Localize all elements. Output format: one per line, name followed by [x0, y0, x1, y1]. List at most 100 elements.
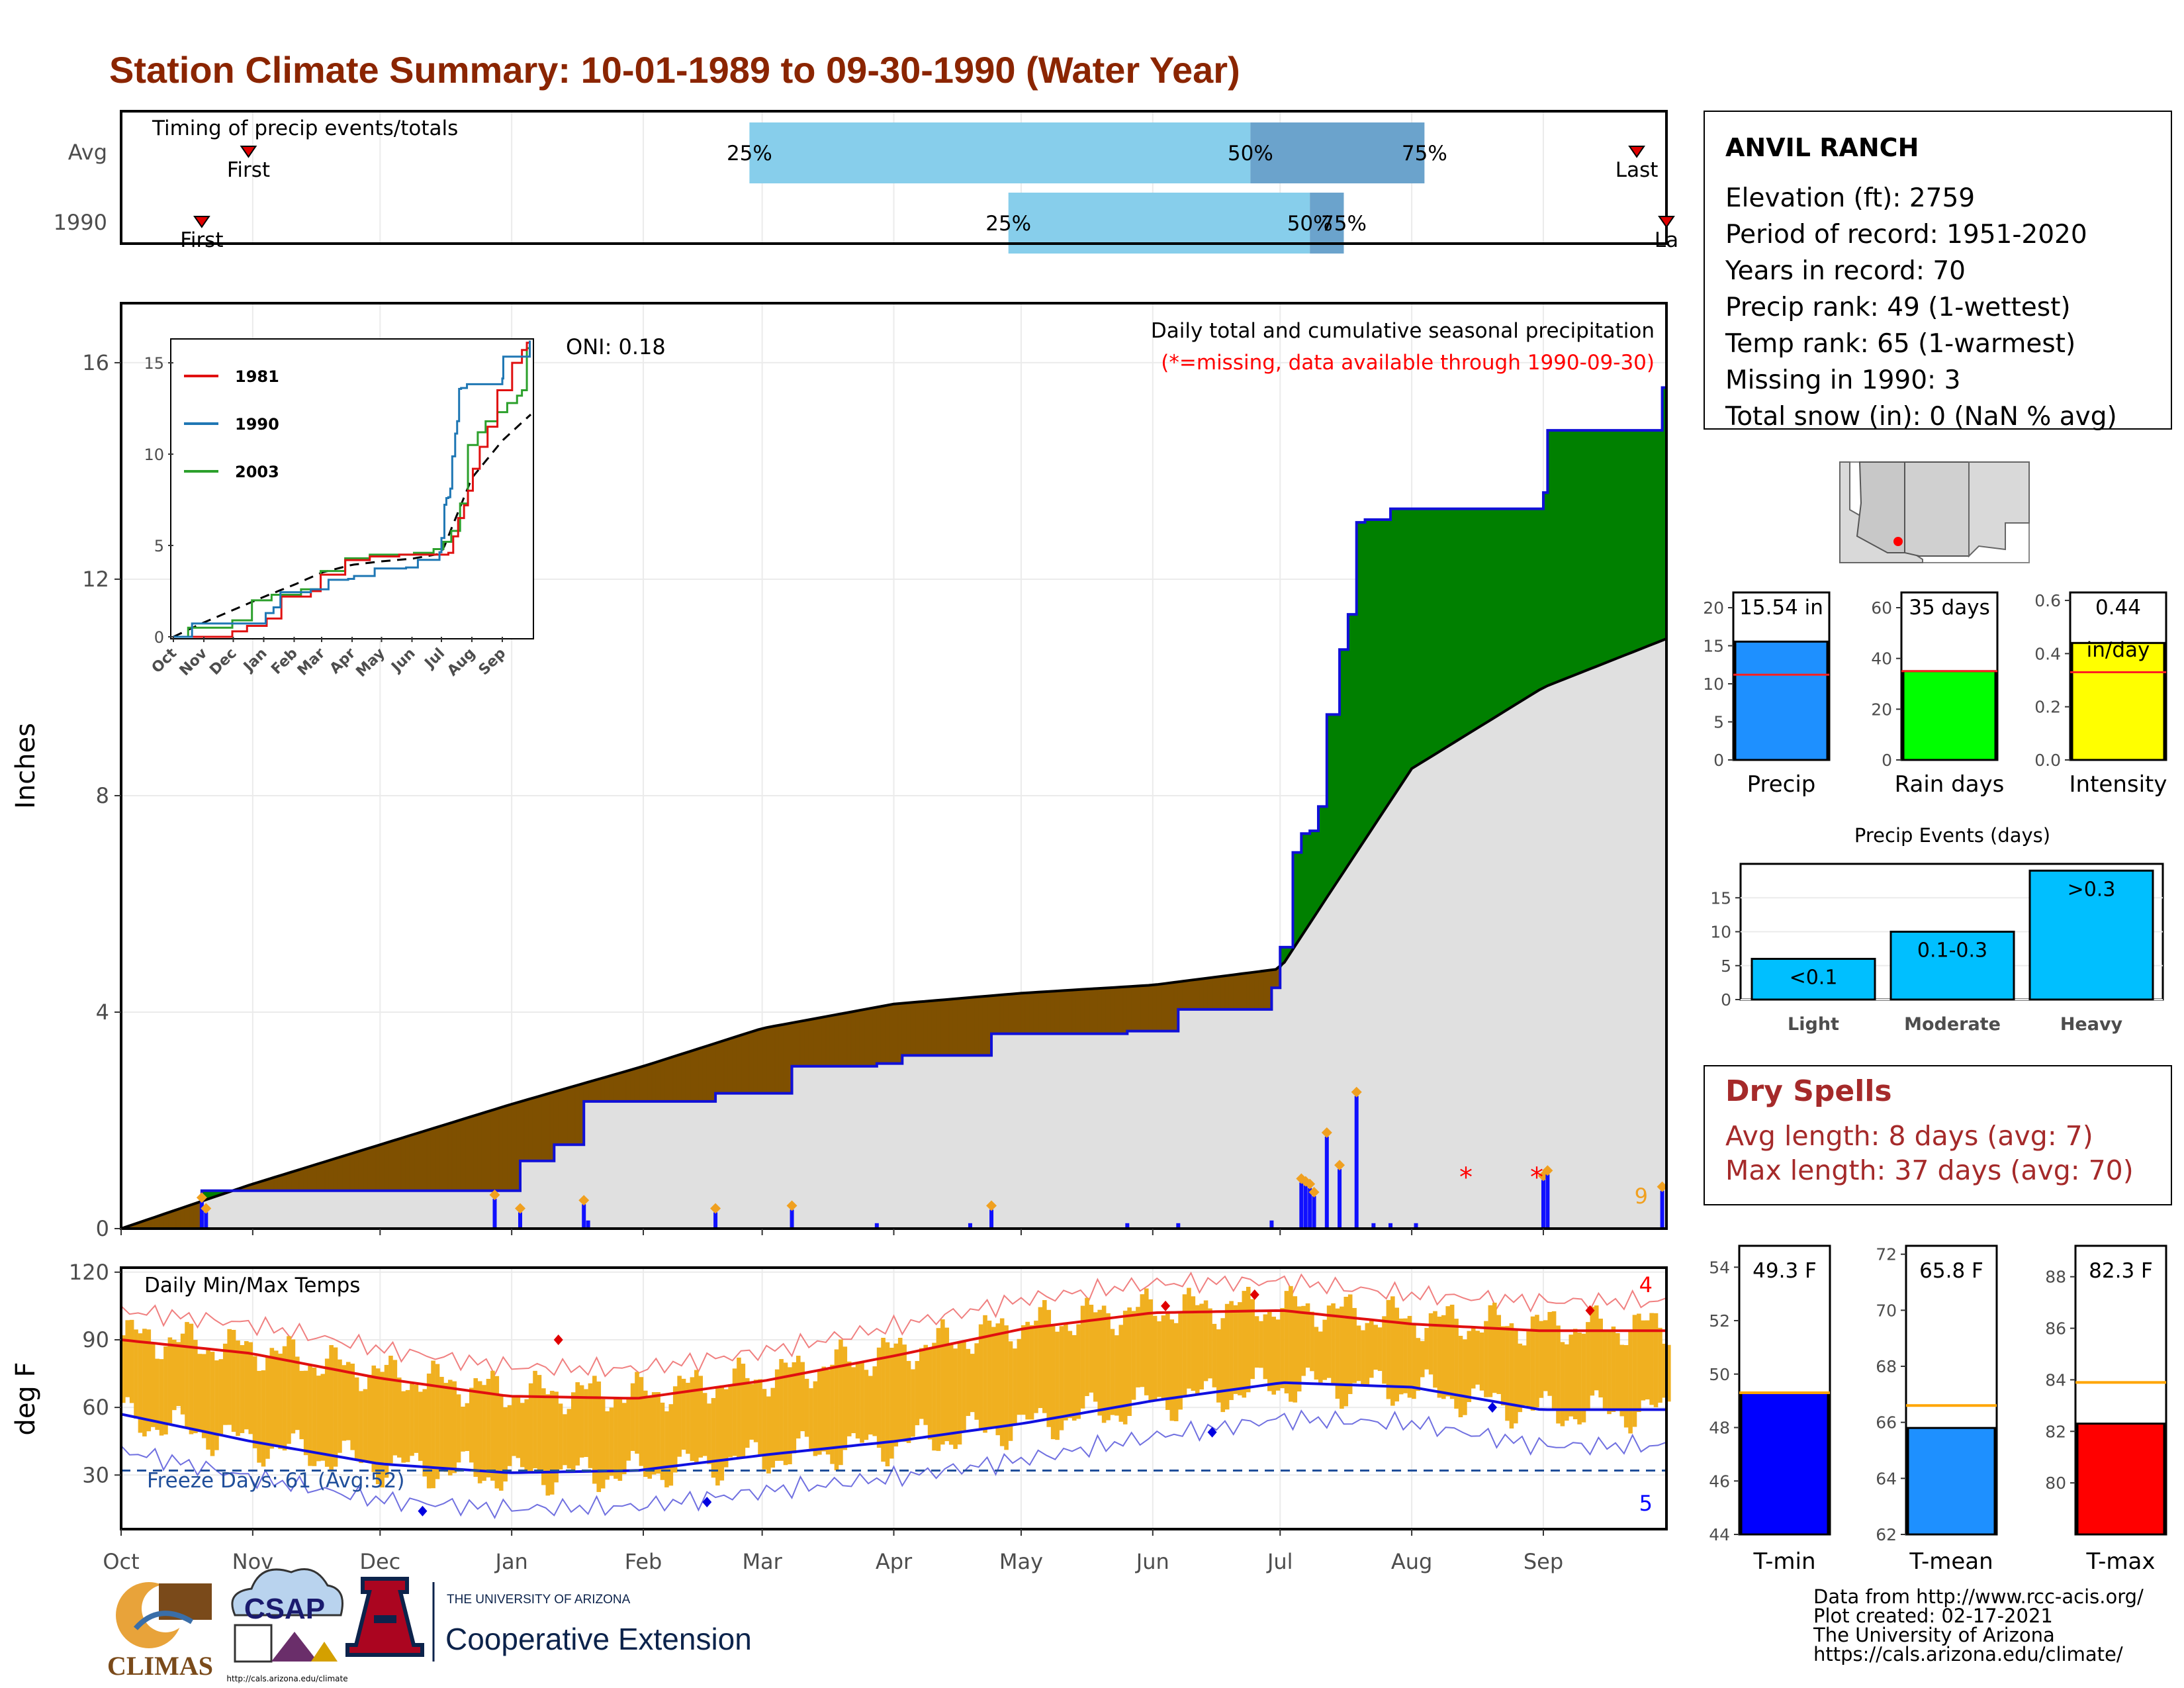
deficit-fill: [813, 1017, 818, 1067]
daily-temp-bar: [1569, 1335, 1574, 1417]
daily-temp-bar: [1463, 1339, 1467, 1415]
timing-marker-label: First: [227, 158, 270, 182]
daily-temp-bar: [584, 1389, 588, 1458]
deficit-fill: [940, 999, 945, 1056]
deficit-fill: [664, 1057, 669, 1102]
deficit-fill: [796, 1021, 801, 1067]
deficit-fill: [414, 1132, 419, 1192]
daily-temp-bar: [737, 1357, 741, 1459]
daily-temp-bar: [1619, 1344, 1625, 1417]
daily-temp-bar: [1586, 1322, 1590, 1411]
deficit-fill: [545, 1092, 551, 1162]
daily-temp-bar: [193, 1340, 198, 1434]
daily-temp-bar: [341, 1365, 347, 1441]
daily-temp-bar: [1488, 1305, 1493, 1397]
daily-temp-bar: [588, 1383, 593, 1468]
deficit-fill: [175, 1207, 181, 1229]
deficit-fill: [600, 1076, 606, 1102]
daily-temp-bar: [864, 1370, 869, 1440]
daily-temp-bar: [953, 1348, 958, 1449]
daily-temp-bar: [919, 1348, 924, 1419]
tbar-label: T-mean: [1909, 1548, 1993, 1575]
surplus-fill: [1407, 508, 1412, 776]
deficit-fill: [974, 996, 979, 1056]
daily-precip-bar: [1338, 1169, 1342, 1229]
daily-temp-bar: [138, 1333, 143, 1433]
inset-ytick-label: 0: [154, 628, 164, 647]
surplus-fill: [1314, 830, 1319, 918]
deficit-fill: [312, 1164, 317, 1192]
deficit-fill: [880, 1005, 886, 1064]
daily-precip-bar: [1269, 1220, 1274, 1229]
daily-temp-bar: [821, 1366, 827, 1452]
daily-temp-bar: [940, 1319, 945, 1445]
daily-precip-bar: [199, 1201, 204, 1229]
daily-precip-bar: [492, 1199, 497, 1229]
daily-temp-bar: [1122, 1311, 1128, 1425]
surplus-fill: [1394, 508, 1400, 796]
deficit-fill: [634, 1066, 640, 1102]
deficit-fill: [1246, 972, 1251, 1010]
station-frame: [1704, 111, 2172, 430]
daily-temp-bar: [1055, 1331, 1060, 1440]
deficit-fill: [936, 1000, 941, 1056]
deficit-fill: [1105, 987, 1111, 1035]
record-high-marker: [1250, 1289, 1259, 1300]
daily-temp-bar: [732, 1368, 737, 1456]
daily-temp-bar: [426, 1374, 432, 1489]
deficit-fill: [1021, 992, 1026, 1035]
tbar-bar: [1740, 1391, 1829, 1536]
surplus-fill: [1627, 430, 1633, 655]
deficit-fill: [1110, 987, 1115, 1035]
deficit-fill: [541, 1094, 546, 1162]
daily-temp-bar: [1611, 1326, 1616, 1412]
daily-temp-bar: [350, 1363, 355, 1450]
deficit-fill: [770, 1025, 776, 1094]
daily-temp-bar: [252, 1356, 257, 1448]
daily-temp-bar: [635, 1372, 639, 1454]
daily-temp-bar: [384, 1364, 389, 1478]
temp-ytick-label: 60: [82, 1395, 109, 1420]
surplus-fill: [1445, 508, 1451, 749]
deficit-fill: [804, 1019, 809, 1067]
deficit-fill: [1093, 988, 1098, 1035]
month-label: Jan: [494, 1549, 528, 1574]
deficit-fill: [324, 1160, 330, 1192]
inset-xtick-label: Feb: [268, 645, 300, 678]
surplus-fill: [1623, 430, 1629, 656]
daily-temp-bar: [380, 1372, 385, 1488]
record-high-marker: [553, 1334, 563, 1345]
surplus-fill: [1467, 508, 1472, 735]
daily-temp-bar: [129, 1319, 134, 1403]
deficit-fill: [349, 1152, 355, 1192]
daily-temp-bar: [447, 1380, 453, 1476]
deficit-fill: [766, 1026, 771, 1094]
temp-panel: 30 60 90 120 deg F Daily Min/Max Temps Free…: [11, 1229, 1671, 1574]
summary-bar: [2071, 641, 2165, 761]
daily-temp-bar: [1335, 1308, 1340, 1399]
daily-temp-bar: [1518, 1343, 1523, 1413]
precip-ytick-label: 16: [82, 350, 109, 375]
deficit-fill: [460, 1118, 466, 1192]
deficit-fill: [927, 1000, 933, 1056]
deficit-fill: [1063, 990, 1068, 1035]
inset-xtick-label: Oct: [149, 645, 181, 677]
daily-temp-bar: [1089, 1304, 1094, 1393]
daily-temp-bar: [231, 1329, 236, 1432]
surplus-fill: [1390, 508, 1395, 802]
daily-temp-bar: [159, 1359, 164, 1436]
daily-temp-bar: [702, 1393, 707, 1456]
daily-temp-bar: [1522, 1345, 1527, 1406]
daily-temp-bar: [1157, 1321, 1161, 1397]
daily-temp-bar: [923, 1344, 929, 1425]
heavy-day-marker: [1351, 1086, 1362, 1098]
deficit-fill: [1242, 972, 1247, 1010]
deficit-fill: [1156, 983, 1162, 1032]
inset-xtick-label: May: [353, 645, 388, 680]
daily-temp-bar: [1641, 1320, 1646, 1401]
daily-temp-bar: [1293, 1296, 1298, 1403]
surplus-fill: [1513, 508, 1518, 706]
daily-temp-bar: [1551, 1311, 1557, 1411]
deficit-fill: [303, 1166, 308, 1192]
tbar-bar: [2076, 1423, 2165, 1536]
